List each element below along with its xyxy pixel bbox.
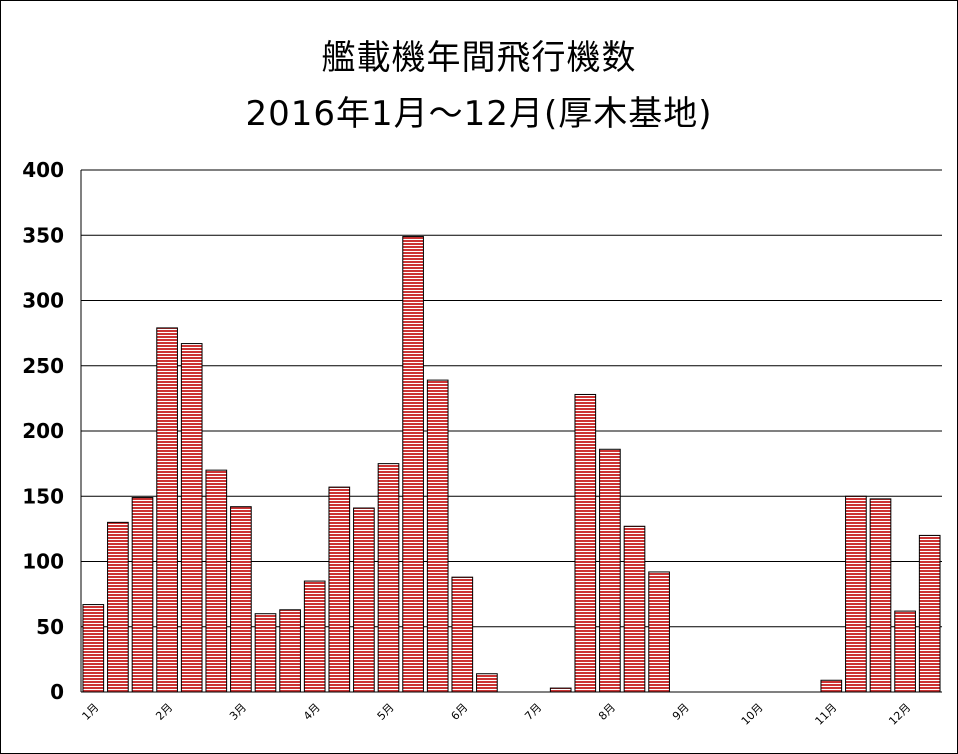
bar (574, 393, 597, 693)
bar (648, 571, 670, 693)
bar (82, 604, 105, 693)
chart-subtitle: 2016年1月～12月(厚木基地) (245, 94, 713, 134)
y-tick-label: 50 (36, 615, 64, 639)
bar (426, 379, 449, 693)
y-tick-label: 100 (22, 550, 64, 574)
bar (156, 327, 178, 693)
bar (377, 463, 400, 693)
bar (107, 521, 129, 693)
x-tick-label: 4月 (301, 701, 323, 723)
bar (476, 673, 498, 693)
y-tick-label: 400 (22, 158, 64, 182)
bar (328, 486, 351, 693)
x-tick-label: 8月 (596, 701, 618, 723)
y-tick-label: 200 (22, 419, 64, 443)
x-tick-label: 2月 (153, 701, 175, 723)
x-tick-label: 3月 (227, 701, 249, 723)
x-tick-label: 1月 (80, 701, 102, 723)
y-tick-label: 150 (22, 484, 64, 508)
bar (894, 610, 916, 693)
bar (820, 679, 843, 693)
bar (131, 497, 154, 693)
x-tick-label: 12月 (886, 701, 913, 728)
bar (205, 469, 228, 693)
y-tick-label: 300 (22, 289, 64, 313)
x-tick-label: 5月 (375, 701, 397, 723)
bar (254, 613, 277, 693)
bar (230, 506, 252, 693)
bar (180, 343, 203, 693)
bar (402, 236, 424, 693)
bar (918, 534, 941, 693)
x-tick-label: 11月 (813, 701, 840, 728)
bar (623, 525, 646, 693)
x-tick-label: 7月 (522, 701, 544, 723)
bar (303, 580, 326, 693)
bar (869, 498, 892, 693)
x-tick-label: 10月 (739, 701, 766, 728)
x-tick-label: 9月 (670, 701, 692, 723)
bar (845, 495, 867, 693)
y-tick-label: 250 (22, 354, 64, 378)
bar (451, 576, 474, 693)
y-tick-label: 0 (50, 680, 64, 704)
bar (279, 609, 301, 693)
y-tick-label: 350 (22, 223, 64, 247)
bar (599, 448, 621, 693)
chart-title: 艦載機年間飛行機数 (321, 38, 637, 78)
bar (549, 687, 572, 693)
bar (353, 507, 375, 693)
x-tick-label: 6月 (449, 701, 471, 723)
